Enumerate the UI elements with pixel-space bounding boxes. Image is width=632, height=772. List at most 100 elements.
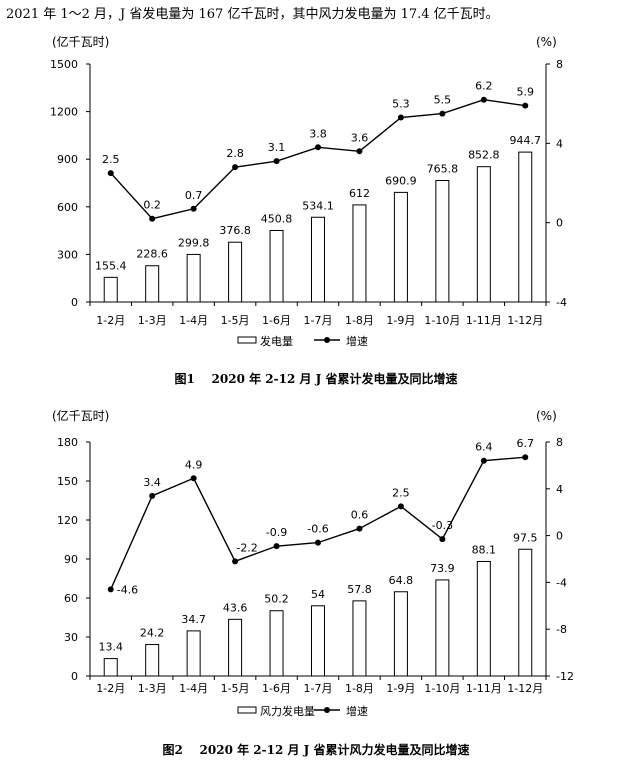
growth-rate-label: -4.6 xyxy=(117,583,138,596)
left-axis-tick-label: 120 xyxy=(57,514,78,527)
left-axis-tick-label: 30 xyxy=(64,631,78,644)
left-axis-tick-label: 180 xyxy=(57,436,78,449)
growth-rate-label: 3.8 xyxy=(309,127,327,140)
bar-value-label: 34.7 xyxy=(181,613,206,626)
growth-rate-label: 6.4 xyxy=(475,441,493,454)
legend-bar-label: 风力发电量 xyxy=(260,704,315,718)
bar xyxy=(103,276,118,303)
growth-rate-point xyxy=(273,543,280,550)
bar xyxy=(145,644,160,677)
x-axis-category-label: 1-12月 xyxy=(507,682,543,695)
growth-rate-label: -0.9 xyxy=(266,526,287,539)
bar xyxy=(518,151,533,303)
growth-rate-point xyxy=(356,148,363,155)
growth-rate-label: 0.7 xyxy=(185,189,203,202)
right-axis-tick-label: 0 xyxy=(556,217,563,230)
growth-rate-label: 3.1 xyxy=(268,141,286,154)
bar-value-label: 852.8 xyxy=(468,149,500,162)
bar xyxy=(435,179,450,303)
legend-bar-swatch xyxy=(237,706,257,714)
growth-rate-label: -0.6 xyxy=(307,523,328,536)
bar-value-label: 97.5 xyxy=(513,531,538,544)
growth-rate-label: 6.2 xyxy=(475,80,493,93)
right-axis-tick-label: 4 xyxy=(556,137,563,150)
left-axis-tick-label: 0 xyxy=(71,296,78,309)
growth-rate-label: 2.8 xyxy=(226,147,244,160)
bar xyxy=(145,265,160,303)
chart-2-wind-generation: (亿千瓦时) (%) 0 30 60 90 120 150 180 -12 -8 -4 0 4 8 1-2月 1… xyxy=(52,408,574,757)
right-axis-tick-label: 8 xyxy=(556,436,563,449)
x-axis-category-label: 1-7月 xyxy=(304,314,333,327)
x-axis-category-label: 1-2月 xyxy=(96,314,125,327)
bar xyxy=(518,548,533,677)
bar xyxy=(311,605,325,677)
growth-rate-point xyxy=(107,586,114,593)
bar xyxy=(393,591,408,677)
x-axis-category-label: 1-11月 xyxy=(466,314,502,327)
bar xyxy=(103,658,118,677)
left-axis-tick-label: 0 xyxy=(71,670,78,683)
bar xyxy=(228,618,243,677)
right-axis-tick-label: 4 xyxy=(556,483,563,496)
growth-rate-point xyxy=(397,503,404,510)
x-axis-category-label: 1-3月 xyxy=(138,682,167,695)
x-axis-category-label: 1-11月 xyxy=(466,682,502,695)
legend-line-label: 增速 xyxy=(346,334,368,348)
right-axis-tick-label: -4 xyxy=(556,576,567,589)
bar-value-label: 73.9 xyxy=(430,562,455,575)
growth-rate-point xyxy=(315,539,321,546)
bar xyxy=(228,241,243,303)
bar-value-label: 24.2 xyxy=(140,627,165,640)
growth-rate-point xyxy=(480,457,487,464)
x-axis-category-label: 1-8月 xyxy=(345,314,374,327)
growth-rate-label: 5.5 xyxy=(434,94,452,107)
growth-rate-point xyxy=(480,96,487,103)
left-axis-tick-label: 90 xyxy=(64,553,78,566)
bar-value-label: 50.2 xyxy=(264,593,289,606)
growth-rate-label: 5.9 xyxy=(517,86,535,99)
legend-bar-swatch xyxy=(237,336,257,344)
bar-value-label: 54 xyxy=(311,588,325,601)
bar xyxy=(352,600,367,677)
x-axis-category-label: 1-10月 xyxy=(424,314,460,327)
legend-line-marker xyxy=(324,707,330,713)
right-axis-tick-label: -8 xyxy=(556,623,567,636)
growth-rate-point xyxy=(190,205,197,212)
growth-rate-label: 5.3 xyxy=(392,98,410,111)
bar-value-label: 612 xyxy=(349,187,370,200)
x-axis-category-label: 1-5月 xyxy=(221,682,250,695)
x-axis-category-label: 1-6月 xyxy=(262,682,291,695)
bar-value-label: 765.8 xyxy=(427,162,459,175)
growth-rate-label: 0.2 xyxy=(143,199,161,212)
left-axis-tick-label: 1200 xyxy=(50,106,78,119)
growth-rate-label: -0.3 xyxy=(432,519,453,532)
chart-1-generation: (亿千瓦时) (%) 0 300 600 900 1200 1500 -4 0 4 8 1-2月 1-3月… xyxy=(50,34,567,386)
x-axis-category-label: 1-8月 xyxy=(345,682,374,695)
bar xyxy=(435,579,450,677)
bar-value-label: 944.7 xyxy=(510,134,542,147)
growth-rate-point xyxy=(232,558,239,565)
bar-value-label: 43.6 xyxy=(223,601,248,614)
left-axis-tick-label: 900 xyxy=(57,153,78,166)
left-axis-tick-label: 150 xyxy=(57,475,78,488)
x-axis-category-label: 1-10月 xyxy=(424,682,460,695)
bar xyxy=(311,216,325,303)
x-axis-category-label: 1-3月 xyxy=(138,314,167,327)
bar xyxy=(476,560,491,677)
x-axis-category-label: 1-7月 xyxy=(304,682,333,695)
growth-rate-label: 2.5 xyxy=(102,153,120,166)
growth-rate-point xyxy=(522,454,529,461)
x-axis-category-label: 1-6月 xyxy=(262,314,291,327)
bar-value-label: 155.4 xyxy=(95,259,127,272)
growth-rate-label: 6.7 xyxy=(517,437,535,450)
growth-rate-point xyxy=(315,144,321,151)
growth-rate-label: 3.4 xyxy=(143,476,161,489)
growth-rate-label: 3.6 xyxy=(351,131,369,144)
growth-rate-point xyxy=(522,102,529,109)
left-axis-tick-label: 1500 xyxy=(50,58,78,71)
growth-rate-point xyxy=(190,475,197,482)
legend-line-marker xyxy=(324,337,330,343)
left-axis-tick-label: 60 xyxy=(64,592,78,605)
right-axis-unit: (%) xyxy=(536,35,557,49)
bar-value-label: 13.4 xyxy=(98,641,123,654)
